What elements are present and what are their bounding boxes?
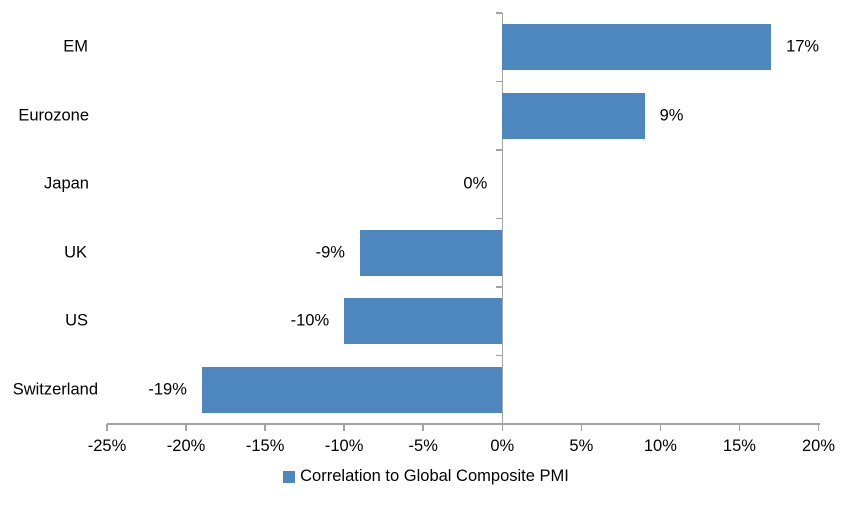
category-axis-tick	[495, 12, 502, 14]
legend-swatch-icon	[283, 470, 296, 483]
x-axis-tick	[264, 424, 266, 431]
category-axis-tick	[495, 149, 502, 151]
value-label-us: -10%	[290, 311, 330, 330]
x-axis-tick	[738, 424, 741, 431]
bar-uk[interactable]	[359, 229, 503, 276]
bar-em[interactable]	[502, 24, 772, 71]
x-axis-tick	[580, 424, 583, 431]
category-label-japan[interactable]: Japan	[44, 174, 89, 193]
bar-eurozone[interactable]	[502, 92, 645, 139]
category-label-uk[interactable]: UK	[64, 243, 87, 262]
value-label-uk: -9%	[315, 243, 345, 262]
value-label-em: 17%	[786, 37, 820, 56]
x-axis-line	[107, 423, 820, 425]
x-axis-tick-label: 20%	[801, 437, 836, 455]
value-label-japan: 0%	[463, 174, 488, 193]
category-label-us[interactable]: US	[65, 311, 88, 330]
category-label-em[interactable]: EM	[63, 37, 88, 56]
x-axis-tick-label: -20%	[166, 437, 206, 455]
x-axis-tick-label: -5%	[408, 437, 438, 455]
x-axis-tick	[106, 424, 108, 431]
legend-label: Correlation to Global Composite PMI	[300, 467, 569, 485]
x-axis-tick-label: 0%	[490, 437, 515, 455]
category-axis-tick	[495, 354, 502, 357]
x-axis-tick-label: 15%	[722, 437, 756, 455]
x-axis-tick	[817, 424, 820, 431]
x-axis-tick-label: -10%	[324, 437, 364, 455]
category-label-switzerland[interactable]: Switzerland	[12, 380, 98, 399]
x-axis-tick	[185, 424, 187, 431]
x-axis-tick-label: 10%	[643, 437, 677, 455]
x-axis-tick	[422, 424, 424, 431]
x-axis-tick-label: -25%	[87, 437, 127, 455]
value-label-switzerland: -19%	[148, 380, 187, 399]
x-axis-tick	[501, 424, 504, 431]
category-axis-tick	[495, 423, 502, 425]
x-axis-tick	[659, 424, 662, 431]
category-axis-tick	[495, 80, 502, 83]
category-axis-tick	[495, 217, 502, 220]
category-label-eurozone[interactable]: Eurozone	[18, 106, 89, 125]
x-axis-tick-label: -15%	[245, 437, 285, 455]
bar-switzerland[interactable]	[201, 366, 503, 413]
value-label-eurozone: 9%	[659, 106, 684, 125]
y-axis-line	[501, 13, 504, 431]
x-axis-tick	[343, 424, 345, 431]
legend[interactable]: Correlation to Global Composite PMI	[0, 467, 852, 486]
category-axis-tick	[495, 286, 502, 288]
x-axis-tick-label: 5%	[569, 437, 594, 455]
bar-us[interactable]	[344, 298, 503, 345]
